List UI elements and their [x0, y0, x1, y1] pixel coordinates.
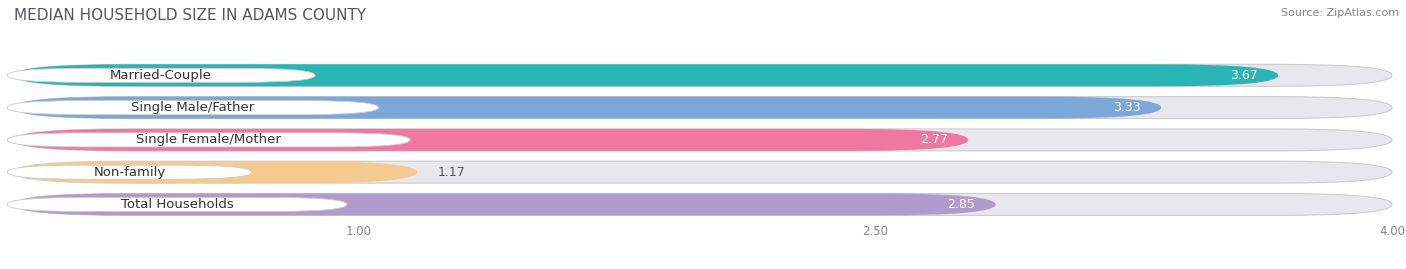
Text: Non-family: Non-family [93, 166, 166, 179]
Text: MEDIAN HOUSEHOLD SIZE IN ADAMS COUNTY: MEDIAN HOUSEHOLD SIZE IN ADAMS COUNTY [14, 8, 366, 23]
FancyBboxPatch shape [14, 161, 1392, 183]
Text: 2.77: 2.77 [920, 133, 948, 146]
Text: Married-Couple: Married-Couple [110, 69, 212, 82]
FancyBboxPatch shape [7, 101, 378, 115]
FancyBboxPatch shape [7, 68, 315, 82]
FancyBboxPatch shape [14, 64, 1278, 86]
Text: Single Female/Mother: Single Female/Mother [136, 133, 281, 146]
Text: Single Male/Father: Single Male/Father [131, 101, 254, 114]
FancyBboxPatch shape [14, 193, 1392, 215]
FancyBboxPatch shape [14, 193, 995, 215]
FancyBboxPatch shape [7, 165, 252, 179]
FancyBboxPatch shape [7, 133, 411, 147]
Text: 3.67: 3.67 [1230, 69, 1257, 82]
FancyBboxPatch shape [14, 64, 1392, 86]
Text: 1.17: 1.17 [437, 166, 465, 179]
FancyBboxPatch shape [7, 197, 347, 211]
Text: Total Households: Total Households [121, 198, 233, 211]
Text: 2.85: 2.85 [948, 198, 976, 211]
Text: 3.33: 3.33 [1114, 101, 1140, 114]
FancyBboxPatch shape [14, 129, 1392, 151]
FancyBboxPatch shape [14, 161, 418, 183]
FancyBboxPatch shape [14, 129, 969, 151]
FancyBboxPatch shape [14, 97, 1392, 119]
FancyBboxPatch shape [14, 97, 1161, 119]
Text: Source: ZipAtlas.com: Source: ZipAtlas.com [1281, 8, 1399, 18]
